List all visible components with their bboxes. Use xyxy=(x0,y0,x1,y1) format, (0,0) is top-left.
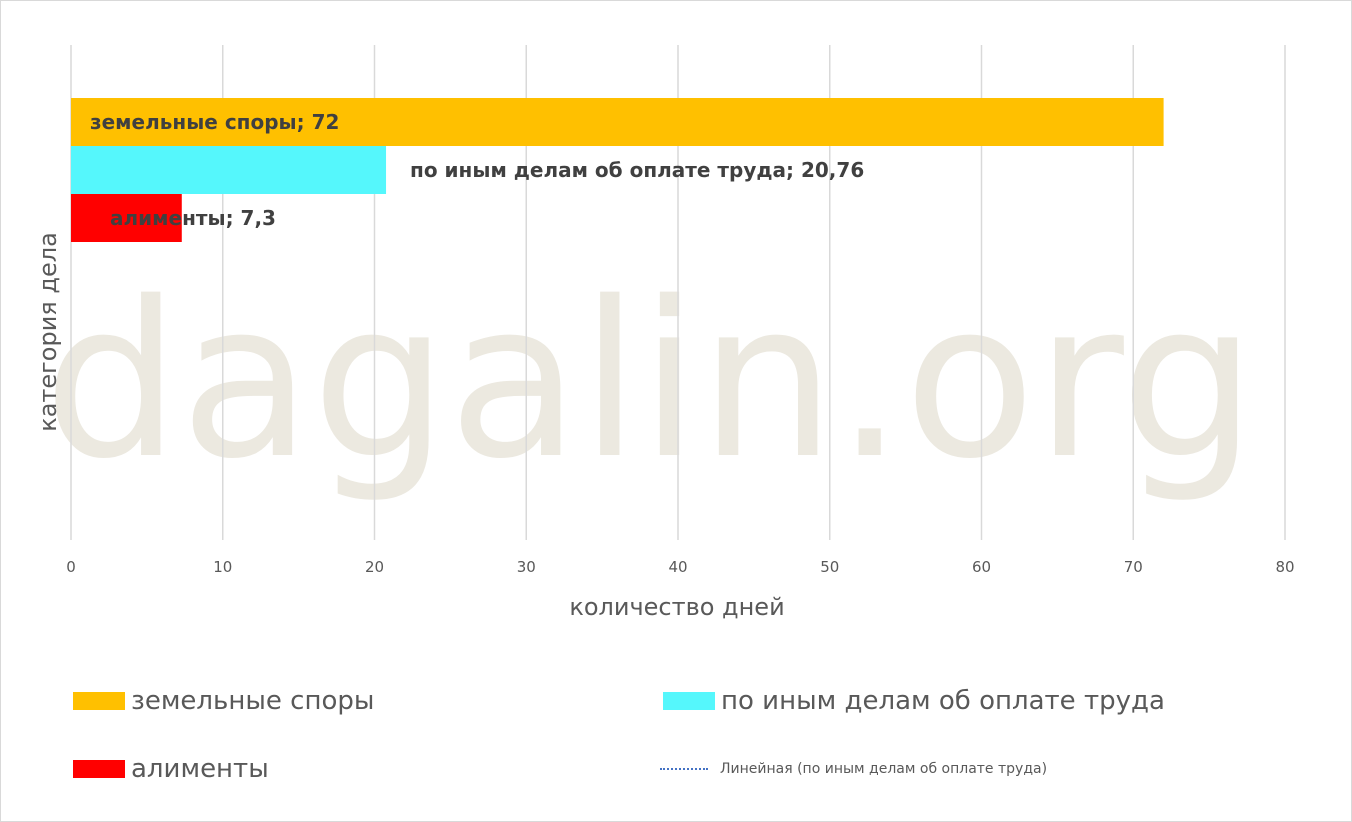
x-tick-label: 80 xyxy=(1275,558,1294,576)
legend-swatch xyxy=(663,692,715,710)
legend-label: алименты xyxy=(131,754,269,784)
data-label: по иным делам об оплате труда; 20,76 xyxy=(410,158,864,182)
legend-swatch xyxy=(73,692,125,710)
legend-swatch xyxy=(73,760,125,778)
legend-item-alimony: алименты xyxy=(73,754,269,784)
x-tick-label: 10 xyxy=(213,558,232,576)
legend-label: по иным делам об оплате труда xyxy=(721,686,1165,716)
x-tick-label: 60 xyxy=(972,558,991,576)
x-tick-label: 40 xyxy=(668,558,687,576)
data-label: алименты; 7,3 xyxy=(110,206,276,230)
dotted-line-icon xyxy=(660,768,708,770)
y-axis-title: категория дела xyxy=(34,232,62,432)
x-axis-title: количество дней xyxy=(569,593,784,621)
x-tick-label: 30 xyxy=(517,558,536,576)
bar-1 xyxy=(71,146,387,194)
legend-label: земельные споры xyxy=(131,686,375,716)
x-tick-label: 70 xyxy=(1124,558,1143,576)
bar-2 xyxy=(71,194,182,242)
watermark: dagalin.org xyxy=(43,255,1256,506)
bar-0 xyxy=(71,98,1164,146)
legend-item-trendline: Линейная (по иным делам об оплате труда) xyxy=(660,761,1047,777)
legend-label: Линейная (по иным делам об оплате труда) xyxy=(720,761,1048,777)
x-tick-label: 50 xyxy=(820,558,839,576)
x-tick-label: 0 xyxy=(66,558,76,576)
legend-item-land: земельные споры xyxy=(73,686,374,716)
legend-item-wages: по иным делам об оплате труда xyxy=(663,686,1165,716)
x-tick-label: 20 xyxy=(365,558,384,576)
data-label: земельные споры; 72 xyxy=(90,110,339,134)
